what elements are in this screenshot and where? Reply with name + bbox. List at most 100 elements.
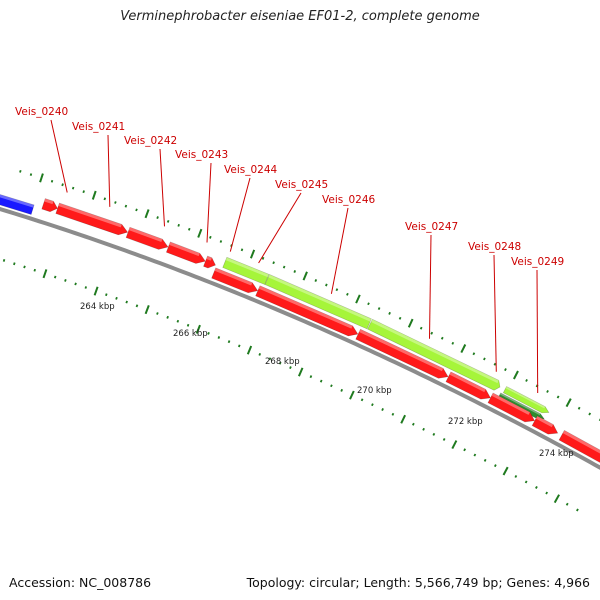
tick-mark [82,190,85,194]
tick-mark [577,406,581,410]
feature-red-g [558,429,600,470]
feature-red-a [211,267,259,294]
tick-mark [556,395,560,399]
tick-mark [430,331,434,335]
tick-mark [42,269,48,279]
feature-red-d [445,371,491,400]
feature-red-e [487,392,536,423]
tick-mark [29,173,33,176]
tick-mark [282,265,286,269]
tick-mark [115,296,118,300]
leader-line [330,207,349,294]
leader-line [536,269,539,394]
gene-label-veis-0249: Veis_0249 [511,256,564,268]
scale-label-group: 264 kbp 266 kbp 268 kbp 270 kbp 272 kbp 274 k… [80,302,574,459]
tick-mark [258,352,262,356]
tick-mark [219,240,223,243]
topology-text: Topology: circular; Length: 5,566,749 bp… [246,575,590,590]
tick-mark [407,318,414,328]
tick-mark [553,494,560,504]
leader-line [429,234,432,339]
tick-mark [525,378,528,382]
scale-label: 264 kbp [80,302,115,312]
feature-track [0,192,600,470]
tick-mark [53,275,57,279]
feature-red-c [355,328,449,379]
tick-mark [144,209,150,219]
gene-label-veis-0241: Veis_0241 [72,121,125,133]
tick-mark [546,389,549,393]
tick-mark [103,197,107,201]
tick-row-lower [2,259,579,512]
tick-mark [39,173,44,183]
feature-veis-0249-hl [502,386,550,414]
gene-label-veis-0244: Veis_0244 [224,164,278,176]
tick-mark [504,368,507,372]
tick-mark [246,345,253,355]
tick-mark [513,370,519,380]
tick-mark [278,361,282,365]
tick-mark [360,398,364,402]
feature-red-b [255,285,359,337]
tick-mark [388,311,391,315]
tick-mark [176,319,180,323]
tick-mark [268,357,272,361]
feature-veis-0242 [125,226,169,250]
tick-mark [23,265,26,269]
leader-line [50,119,68,193]
tick-mark [114,201,117,204]
tick-mark [13,262,16,266]
tick-mark [195,324,201,334]
tick-mark [240,248,244,252]
gene-label-veis-0248: Veis_0248 [468,241,521,253]
scale-label: 272 kbp [448,417,483,427]
tick-mark [545,491,548,495]
tick-mark [367,302,370,306]
gene-label-veis-0240: Veis_0240 [15,106,68,118]
tick-mark [144,305,150,315]
map-title: Verminephrobacter eiseniae EF01-2, compl… [120,9,480,24]
tick-mark [325,283,328,287]
tick-mark [84,286,88,289]
leader-line [258,192,302,264]
gene-label-veis-0245: Veis_0245 [275,179,328,191]
tick-mark [442,437,446,441]
tick-mark [293,270,297,273]
tick-mark [330,384,333,388]
tick-mark [105,293,108,297]
tick-mark [237,344,241,348]
gene-label-group: Veis_0240 Veis_0241 Veis_0242 Veis_0243 Veis… [15,106,564,268]
tick-mark [61,183,64,187]
tick-mark [64,279,67,282]
feature-veis-0247-hl [367,318,501,391]
tick-mark [493,362,497,366]
tick-mark [302,271,308,281]
tick-mark [187,227,191,231]
tick-mark [483,357,486,361]
tick-mark [209,235,212,239]
tick-mark [91,190,97,200]
tick-mark [472,352,476,356]
tick-mark [422,427,425,431]
tick-mark [50,179,54,183]
tick-mark [135,208,138,212]
tick-mark [451,341,455,345]
leader-line [107,134,111,207]
tick-mark [217,336,221,339]
tick-mark [177,223,180,227]
feature-veis-0240 [41,198,58,213]
feature-veis-0244 [203,255,216,269]
tick-mark [135,304,139,308]
scale-label: 266 kbp [173,329,208,339]
tick-mark [340,388,344,392]
tick-mark [432,432,436,436]
leader-line [493,254,497,372]
tick-mark [186,323,190,327]
tick-row-upper [19,169,600,422]
tick-mark [19,169,22,173]
feature-veis-0246a [222,256,270,285]
tick-mark [371,403,374,407]
tick-mark [494,464,497,468]
tick-mark [309,375,313,379]
